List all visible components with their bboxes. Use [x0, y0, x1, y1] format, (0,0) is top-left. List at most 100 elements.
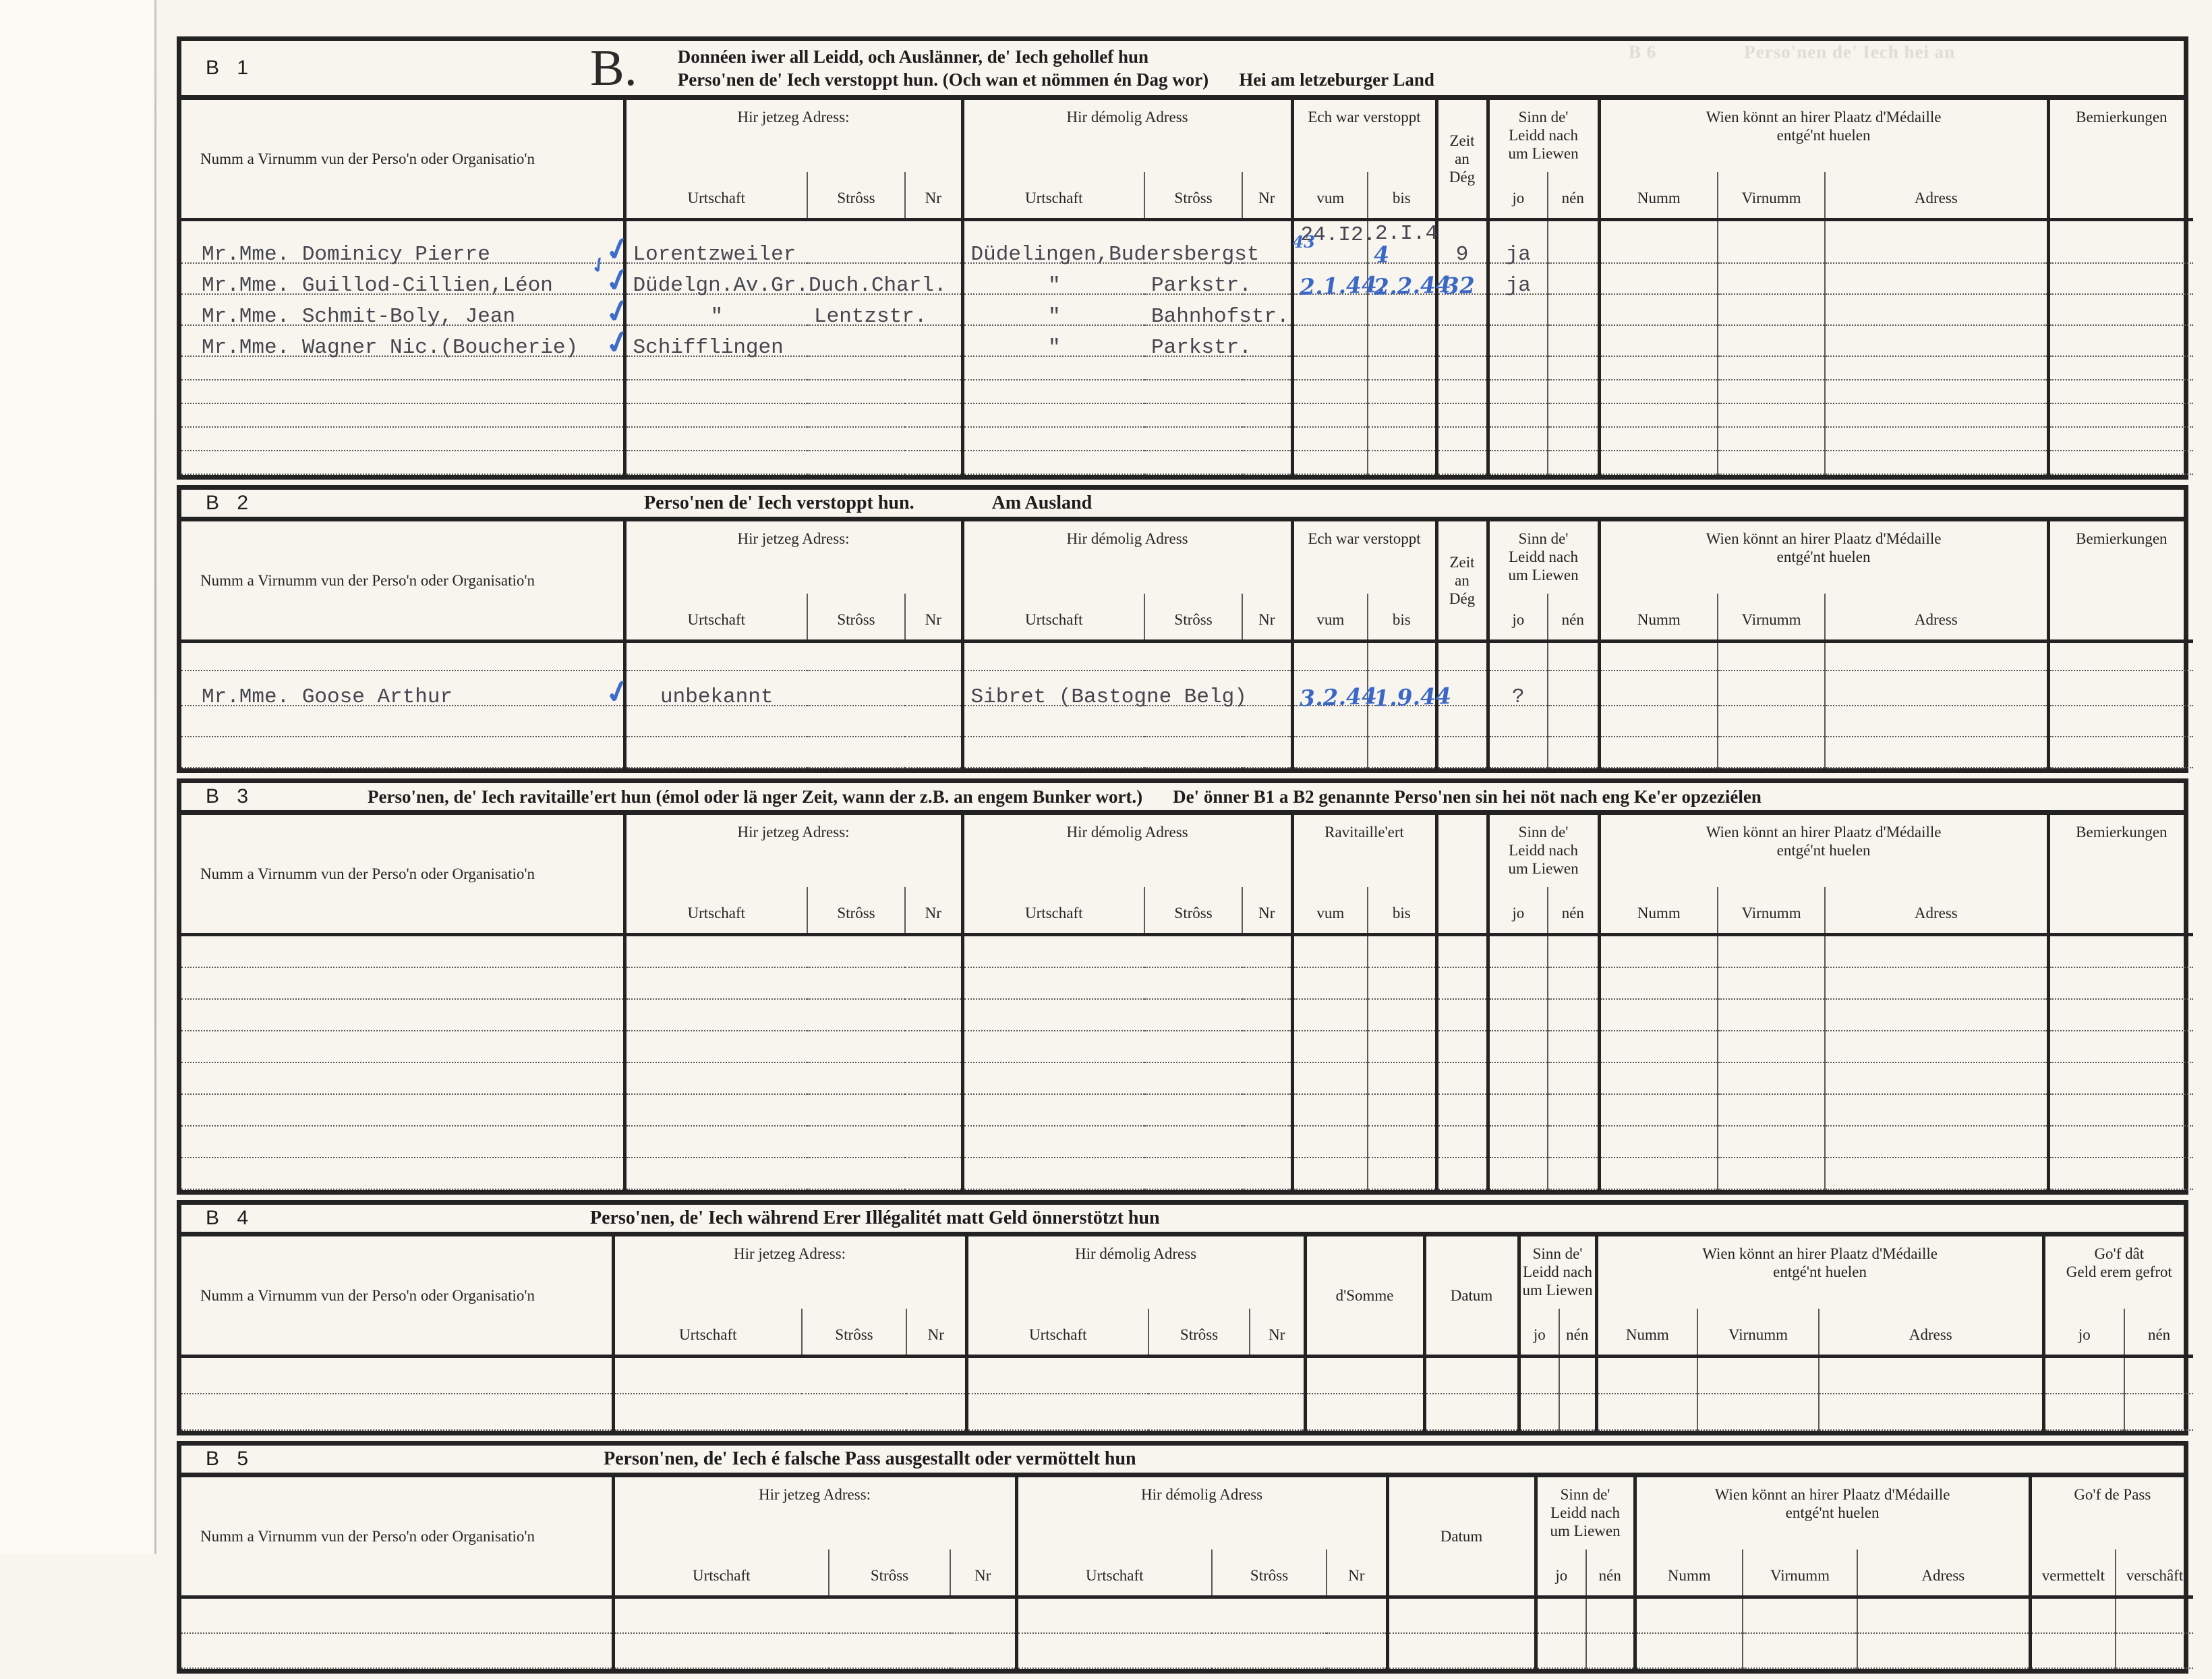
- cell-jn: [906, 1394, 967, 1431]
- cell-ju: [622, 451, 807, 475]
- typed-text: Lorentzweiler: [633, 243, 796, 266]
- cell-du: ": [960, 263, 1145, 296]
- subheader-stross: Strôss: [1144, 172, 1243, 220]
- cell-ds: [1144, 999, 1243, 1031]
- cell-dn: [1242, 639, 1293, 671]
- cell-jo: [1486, 403, 1548, 428]
- cell-bem: [2046, 999, 2194, 1031]
- cell-dn: [1242, 1062, 1293, 1095]
- cell-dn: [1242, 380, 1293, 404]
- cell-nen: [1585, 1633, 1635, 1669]
- cell-bem: [2046, 671, 2194, 706]
- cell-wn: [1597, 933, 1718, 968]
- cell-du: [960, 967, 1145, 1000]
- handwritten-text: 1.9.44: [1373, 682, 1452, 712]
- cell-ju: Schifflingen: [622, 325, 807, 358]
- cell-ju: [611, 1633, 829, 1669]
- cell-jn: [905, 325, 963, 357]
- cell-js: [807, 325, 905, 357]
- cell-du: [960, 1094, 1145, 1127]
- cell-jo: [1486, 706, 1548, 737]
- subheader-adress: Adress: [1824, 594, 2049, 642]
- cell-nen: [1547, 1062, 1600, 1095]
- cell-jn: [905, 380, 963, 404]
- cell-zeit: [1434, 737, 1488, 768]
- cell-bem: [2046, 325, 2194, 357]
- cell-jn: [905, 967, 963, 1000]
- cell-du: [960, 999, 1145, 1031]
- cell-wv: [1717, 263, 1826, 295]
- cell-zeit: [1434, 1031, 1488, 1063]
- cell-ds: [1144, 1094, 1243, 1127]
- cell-js: [807, 671, 905, 706]
- table-b5: Numm a Virnumm vun der Perso'n oder Orga…: [181, 1477, 2194, 1669]
- cell-zeit: [1434, 706, 1488, 737]
- subheader-stross: Strôss: [807, 594, 905, 642]
- section-b2-title: Perso'nen de' Iech verstoppt hun.: [644, 492, 914, 513]
- cell-wv: [1717, 706, 1826, 737]
- subheader-stross: Strôss: [801, 1309, 906, 1357]
- col-header-name: Numm a Virnumm vun der Perso'n oder Orga…: [200, 572, 535, 589]
- cell-gjo: [2041, 1355, 2125, 1394]
- cell-wv: [1717, 1031, 1826, 1063]
- cell-nen: [1547, 737, 1600, 768]
- cell-wv: [1717, 325, 1826, 357]
- cell-bis: [1367, 427, 1437, 451]
- cell-wa: [1824, 403, 2049, 428]
- cell-js: [807, 706, 905, 737]
- cell-somme: [1303, 1394, 1425, 1431]
- section-b4-id: B 4: [206, 1207, 255, 1229]
- cell-name: [181, 451, 624, 475]
- cell-bis: [1367, 294, 1437, 326]
- cell-bem: [2046, 427, 2194, 451]
- cell-du: [960, 451, 1145, 475]
- typed-text: 24.I2.: [1300, 223, 1376, 247]
- cell-vum: [1290, 1062, 1368, 1095]
- cell-wa: [1824, 933, 2049, 968]
- subheader-virnumm: Virnumm: [1717, 887, 1826, 935]
- section-b4: B 4 Perso'nen, de' Iech während Erer Ill…: [177, 1200, 2194, 1435]
- cell-nen: [1547, 1158, 1600, 1190]
- subheader-urtschaft: Urtschaft: [1014, 1549, 1213, 1597]
- empty-table-row: [181, 1158, 2194, 1190]
- col-header-alive: Sinn de' Leidd nach um Liewen: [1517, 1236, 1597, 1309]
- subheader-nr: Nr: [904, 887, 963, 935]
- cell-dn: [1242, 1094, 1293, 1127]
- cell-nen: [1547, 706, 1600, 737]
- cell-dn: [1242, 1126, 1293, 1158]
- cell-wv: [1717, 967, 1826, 1000]
- subheader-nen: nén: [2124, 1309, 2194, 1357]
- subheader-virnumm: Virnumm: [1717, 594, 1826, 642]
- cell-wn: [1597, 737, 1718, 768]
- cell-name: [181, 380, 624, 404]
- cell-vum: [1290, 1094, 1368, 1127]
- empty-table-row: [181, 933, 2194, 968]
- col-header-medal: Wien könnt an hirer Plaatz d'Médaille ent…: [1594, 1236, 2044, 1309]
- cell-dn: [1242, 933, 1293, 968]
- empty-table-row: [181, 639, 2194, 671]
- cell-jo: [1486, 1031, 1548, 1063]
- page-margin: [0, 0, 154, 1554]
- cell-du: [964, 1394, 1149, 1431]
- subheader-stross: Strôss: [828, 1549, 950, 1597]
- subheader-jo: jo: [1486, 172, 1548, 220]
- col-header-remarks: Bemierkungen: [2046, 815, 2194, 935]
- cell-name: [181, 1062, 624, 1095]
- cell-dn: [1242, 218, 1293, 264]
- cell-jn: [905, 706, 963, 737]
- col-header-hidden: Ech war verstoppt: [1290, 521, 1437, 594]
- cell-ju: [622, 1126, 807, 1158]
- cell-js: [829, 1595, 950, 1634]
- col-header-former-address: Hir démolig Adress: [960, 521, 1293, 594]
- col-header-alive: Sinn de' Leidd nach um Liewen: [1534, 1477, 1635, 1549]
- cell-dn: [1242, 1031, 1293, 1063]
- col-header-medal: Wien könnt an hirer Plaatz d'Médaille ent…: [1597, 100, 2049, 172]
- empty-table-row: [181, 967, 2194, 1000]
- cell-wv: [1717, 218, 1826, 264]
- cell-ju: [622, 1031, 807, 1063]
- cell-ds: [1144, 403, 1243, 428]
- cell-gnen: [2124, 1355, 2194, 1394]
- cell-ds: [1144, 218, 1243, 264]
- cell-jo: [1486, 380, 1548, 404]
- cell-wv: [1717, 294, 1826, 326]
